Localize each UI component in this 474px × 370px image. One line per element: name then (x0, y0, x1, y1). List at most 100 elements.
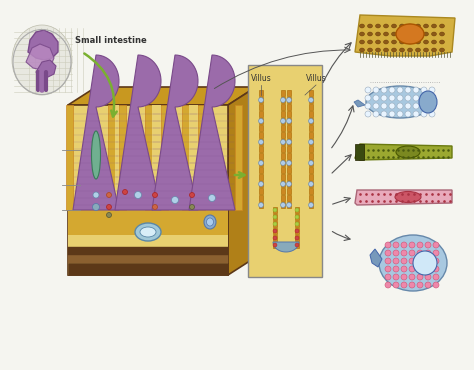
Ellipse shape (273, 222, 277, 226)
Ellipse shape (421, 103, 427, 109)
Polygon shape (355, 15, 455, 56)
Ellipse shape (439, 48, 445, 52)
Bar (259, 125, 263, 131)
Ellipse shape (286, 202, 292, 208)
Ellipse shape (258, 202, 264, 208)
Ellipse shape (383, 32, 389, 36)
Ellipse shape (385, 250, 391, 256)
Bar (309, 139, 313, 145)
Bar (287, 160, 291, 166)
Ellipse shape (309, 139, 313, 145)
Bar (295, 221, 299, 227)
Ellipse shape (425, 274, 431, 280)
Ellipse shape (433, 250, 439, 256)
Bar (281, 188, 285, 194)
Bar (287, 181, 291, 187)
Ellipse shape (408, 40, 412, 44)
Bar (259, 139, 263, 145)
Ellipse shape (295, 243, 299, 247)
Ellipse shape (365, 87, 371, 93)
Ellipse shape (295, 229, 299, 233)
Ellipse shape (367, 40, 373, 44)
Ellipse shape (413, 103, 419, 109)
Ellipse shape (409, 258, 415, 264)
Ellipse shape (423, 40, 428, 44)
Ellipse shape (258, 139, 264, 145)
Bar (309, 174, 313, 180)
Bar (259, 90, 263, 96)
Bar (309, 125, 313, 131)
Ellipse shape (209, 195, 216, 202)
Ellipse shape (375, 40, 381, 44)
Ellipse shape (373, 87, 379, 93)
Polygon shape (235, 105, 242, 210)
Ellipse shape (400, 24, 404, 28)
Ellipse shape (429, 111, 435, 117)
Bar (259, 167, 263, 173)
Bar (309, 153, 313, 159)
Ellipse shape (409, 242, 415, 248)
Ellipse shape (397, 95, 403, 101)
Bar (287, 195, 291, 201)
Bar (309, 97, 313, 103)
Ellipse shape (393, 282, 399, 288)
Ellipse shape (309, 118, 313, 124)
Ellipse shape (385, 282, 391, 288)
Ellipse shape (409, 266, 415, 272)
Bar (273, 235, 277, 241)
Polygon shape (68, 210, 228, 275)
Ellipse shape (140, 227, 156, 237)
Polygon shape (189, 55, 235, 210)
Bar (281, 97, 285, 103)
Ellipse shape (439, 40, 445, 44)
Ellipse shape (439, 24, 445, 28)
Bar (287, 132, 291, 138)
Ellipse shape (365, 95, 371, 101)
Ellipse shape (281, 161, 285, 165)
Ellipse shape (439, 32, 445, 36)
Bar (281, 104, 285, 110)
Ellipse shape (421, 95, 427, 101)
Bar (287, 202, 291, 208)
Ellipse shape (395, 192, 421, 202)
Ellipse shape (107, 212, 111, 218)
Ellipse shape (416, 40, 420, 44)
Bar (68, 255, 228, 263)
Polygon shape (115, 55, 161, 210)
Ellipse shape (286, 98, 292, 102)
Ellipse shape (400, 40, 404, 44)
Ellipse shape (431, 24, 437, 28)
Ellipse shape (433, 274, 439, 280)
Ellipse shape (258, 98, 264, 102)
Ellipse shape (425, 242, 431, 248)
Bar (287, 97, 291, 103)
Bar (287, 111, 291, 117)
Ellipse shape (425, 266, 431, 272)
Ellipse shape (359, 32, 365, 36)
Bar (281, 195, 285, 201)
Ellipse shape (419, 91, 437, 113)
Ellipse shape (359, 40, 365, 44)
Ellipse shape (207, 218, 213, 226)
Ellipse shape (417, 274, 423, 280)
Ellipse shape (392, 24, 396, 28)
Bar (273, 242, 277, 248)
Ellipse shape (373, 103, 379, 109)
Bar (295, 242, 299, 248)
Bar (287, 188, 291, 194)
Ellipse shape (309, 161, 313, 165)
Polygon shape (161, 105, 168, 210)
Polygon shape (145, 105, 152, 210)
Ellipse shape (433, 258, 439, 264)
Ellipse shape (396, 24, 424, 44)
Ellipse shape (153, 192, 157, 198)
Bar (281, 181, 285, 187)
Ellipse shape (281, 118, 285, 124)
Bar (287, 167, 291, 173)
Ellipse shape (381, 103, 387, 109)
Bar (281, 125, 285, 131)
Bar (309, 160, 313, 166)
Bar (281, 90, 285, 96)
Polygon shape (68, 105, 228, 275)
Ellipse shape (392, 32, 396, 36)
